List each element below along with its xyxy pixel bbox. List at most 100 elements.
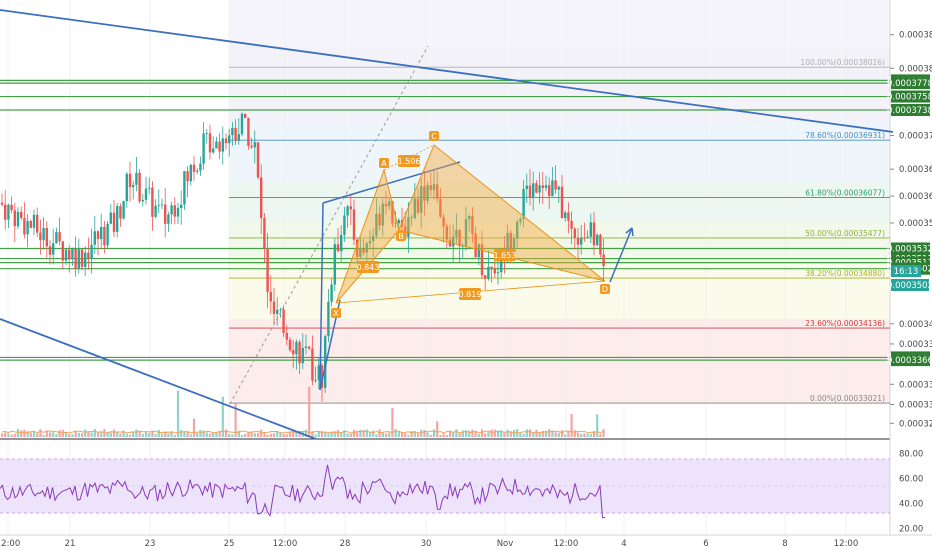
volume-bar — [295, 431, 298, 437]
fib-level-label: 0.00%(0.00033021) — [810, 394, 885, 403]
candle-body — [493, 268, 496, 274]
volume-bar — [272, 433, 276, 437]
time-axis[interactable]: 12:00 21 23 25 12:00 28 30 Nov 12:00 4 6 8 12:00 — [0, 539, 858, 549]
candle-body — [461, 245, 464, 247]
candle-body — [557, 186, 560, 190]
volume-bar — [74, 430, 77, 437]
candle-body — [352, 209, 356, 240]
volume-bar — [16, 429, 20, 437]
current-price-marker: 0.0003502 16:13 — [887, 265, 932, 291]
candle-body — [496, 272, 500, 274]
volume-bar — [372, 430, 375, 437]
candle-body — [522, 189, 525, 219]
sr-badge-label: 0.0003366 — [887, 356, 932, 366]
channel-line-upper[interactable] — [322, 161, 461, 204]
candle-body — [528, 185, 532, 198]
price-tick-label: 0.0003700 — [899, 132, 932, 142]
candle-body — [445, 226, 448, 240]
pattern-ratios: 1.506 0.843 1.653 0.819 — [357, 155, 516, 300]
volume-bar — [522, 433, 525, 437]
volume-bar — [567, 431, 570, 437]
volume-bar — [221, 396, 224, 437]
candle-body — [330, 284, 333, 302]
volume-bar — [333, 431, 336, 437]
candle-body — [512, 238, 516, 250]
candle-body — [416, 198, 420, 213]
volume-bar — [480, 429, 484, 437]
channel-line-left[interactable] — [319, 202, 324, 391]
candle-body — [13, 210, 16, 227]
volume-bar — [160, 433, 164, 437]
candle-body — [173, 205, 176, 217]
candle-body — [90, 244, 93, 259]
candle-body — [71, 248, 74, 260]
countdown-label: 16:13 — [894, 267, 919, 277]
volume-bar — [176, 390, 180, 437]
volume-bar — [535, 429, 538, 437]
volume-bar — [525, 429, 528, 437]
descending-trendline-lower[interactable] — [0, 318, 317, 440]
volume-bar — [503, 432, 506, 437]
candle-body — [240, 113, 244, 135]
candle-body — [202, 133, 205, 164]
candle-body — [548, 185, 551, 197]
fib-level-label: 23.60%(0.00034136) — [805, 319, 885, 328]
volume-bar — [410, 431, 413, 437]
volume-bar — [477, 434, 480, 437]
candle-body — [506, 232, 509, 261]
candle-body — [237, 134, 240, 141]
candle-body — [0, 202, 4, 205]
volume-bar — [384, 433, 388, 437]
volume-bar — [474, 431, 477, 437]
pattern-point-label: C — [431, 132, 437, 141]
candle-body — [183, 171, 186, 205]
time-tick-label: 21 — [65, 539, 76, 549]
time-tick-label: 4 — [621, 539, 626, 549]
candle-body — [224, 138, 228, 144]
price-tick-label: 0.0003610 — [899, 192, 932, 202]
volume-bar — [13, 433, 16, 437]
price-axis[interactable]: 0.0003850 0.0003800 0.0003700 0.0003650 0.00… — [890, 31, 932, 430]
sr-badge-bg — [891, 77, 930, 90]
volume-bar — [586, 433, 589, 437]
volume-bar — [394, 429, 397, 437]
volume-bar — [592, 431, 596, 437]
candle-body — [74, 248, 77, 270]
candle-body — [48, 246, 52, 255]
candle-body — [365, 243, 368, 253]
trend-lines[interactable] — [0, 9, 894, 440]
candle-body — [218, 141, 221, 152]
candle-body — [519, 218, 522, 222]
time-tick-label: 12:00 — [273, 539, 298, 549]
time-tick-label: 30 — [421, 539, 432, 549]
harmonic-pattern[interactable] — [335, 144, 634, 304]
candle-body — [397, 220, 400, 224]
candle-body — [80, 249, 84, 267]
volume-bar — [39, 429, 42, 437]
volume-bar — [365, 429, 368, 437]
candle-body — [292, 350, 295, 355]
volume-bar — [589, 433, 592, 437]
price-tick-label: 0.0003300 — [899, 400, 932, 410]
volume-bar — [48, 432, 52, 437]
volume-bar — [122, 430, 125, 437]
volume-bar — [528, 429, 532, 437]
volume-bar — [484, 433, 487, 437]
candle-body — [141, 199, 144, 202]
volume-bar — [84, 429, 87, 437]
volume-bar — [452, 431, 455, 437]
volume-bar — [260, 429, 263, 437]
candle-body — [500, 251, 503, 273]
pattern-points: X A B C D — [331, 131, 610, 318]
candle-body — [176, 208, 180, 217]
rsi-tick-label: 60.00 — [899, 475, 923, 485]
candle-body — [16, 211, 20, 227]
descending-trendline-upper[interactable] — [0, 9, 894, 133]
volume-bar — [80, 433, 84, 437]
candle-body — [52, 243, 55, 255]
candle-body — [442, 216, 445, 227]
fib-retracement-diagonal[interactable] — [229, 45, 429, 405]
volume-bar — [71, 434, 74, 437]
pattern-point-label: A — [381, 159, 387, 168]
